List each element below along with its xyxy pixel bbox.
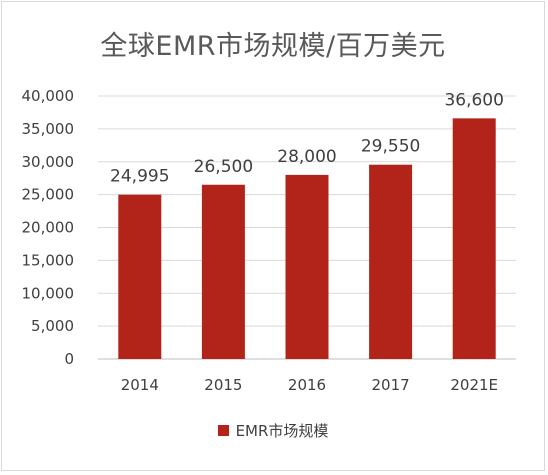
- y-tick-label: 15,000: [22, 251, 75, 269]
- bar: [369, 164, 413, 359]
- bar: [285, 174, 329, 359]
- x-tick-label: 2021E: [450, 376, 498, 394]
- x-tick-label: 2017: [372, 376, 410, 394]
- y-tick-label: 0: [64, 350, 74, 368]
- y-tick-label: 35,000: [22, 120, 75, 138]
- data-label: 24,995: [110, 167, 169, 187]
- x-tick-label: 2015: [204, 376, 242, 394]
- y-tick-label: 25,000: [22, 186, 75, 204]
- y-tick-label: 30,000: [22, 153, 75, 171]
- bar: [201, 184, 245, 359]
- x-tick-label: 2016: [288, 376, 326, 394]
- bar: [118, 194, 162, 359]
- bar: [452, 118, 496, 359]
- x-tick-label: 2014: [121, 376, 159, 394]
- chart-title: 全球EMR市场规模/百万美元: [100, 31, 446, 62]
- chart-legend: EMR市场规模: [2, 420, 544, 441]
- y-tick-label: 5,000: [31, 317, 74, 335]
- y-tick-label: 20,000: [22, 219, 75, 237]
- y-tick-label: 10,000: [22, 284, 75, 302]
- y-tick-label: 40,000: [22, 87, 75, 105]
- legend-label: EMR市场规模: [235, 422, 329, 440]
- data-label: 26,500: [194, 157, 253, 177]
- data-label: 28,000: [277, 147, 336, 167]
- legend-swatch: [217, 425, 229, 436]
- data-label: 36,600: [444, 90, 503, 110]
- data-label: 29,550: [361, 137, 420, 157]
